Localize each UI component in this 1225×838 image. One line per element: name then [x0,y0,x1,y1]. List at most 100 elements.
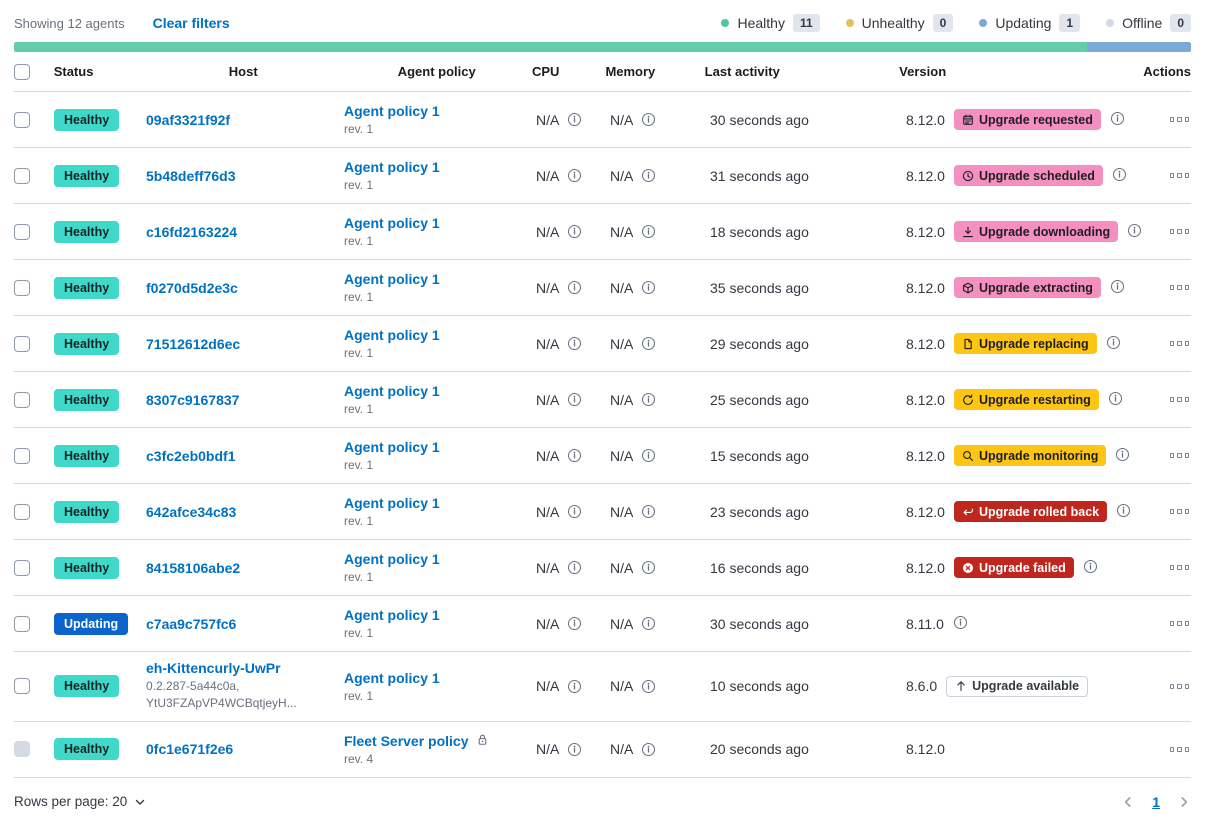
info-in-circle-icon [568,616,582,631]
agent-policy-link[interactable]: Agent policy 1 [344,271,440,287]
upgrade-info-icon[interactable] [1110,111,1125,126]
cpu-value-info-icon[interactable] [567,224,582,239]
memory-value-info-icon[interactable] [641,504,656,519]
host-link[interactable]: c16fd2163224 [146,223,238,240]
upgrade-status-label: Upgrade requested [978,112,1093,127]
upgrade-info-icon[interactable] [1106,335,1121,350]
row-checkbox[interactable] [14,503,30,520]
cpu-value-info-icon[interactable] [567,742,582,757]
agent-policy-link[interactable]: Agent policy 1 [344,439,440,455]
row-actions-button[interactable] [1168,448,1192,463]
row-checkbox[interactable] [14,447,30,464]
memory-value-info-icon[interactable] [641,168,656,183]
cpu-value-info-icon[interactable] [567,336,582,351]
agent-policy-link[interactable]: Agent policy 1 [344,215,440,231]
cpu-value-info-icon[interactable] [567,112,582,127]
agent-policy-link[interactable]: Agent policy 1 [344,495,440,511]
agent-policy-link[interactable]: Fleet Server policy [344,732,469,749]
row-actions-button[interactable] [1168,112,1192,127]
host-link[interactable]: 0fc1e671f2e6 [146,741,234,758]
previous-page-button[interactable] [1121,795,1135,809]
agent-policy-link[interactable]: Agent policy 1 [344,327,440,343]
upgrade-info-icon[interactable] [1115,447,1130,462]
clear-filters-button[interactable]: Clear filters [152,15,230,31]
row-actions-button[interactable] [1168,504,1192,519]
memory-value-info-icon[interactable] [641,616,656,631]
row-actions-button[interactable] [1168,679,1192,694]
host-link[interactable]: eh-Kittencurly-UwPr [146,660,281,676]
upgrade-info-icon[interactable] [1127,223,1142,238]
policy-revision: rev. 1 [344,458,374,472]
row-actions-button[interactable] [1168,336,1192,351]
agent-policy-link[interactable]: Agent policy 1 [344,159,440,175]
upgrade-info-icon[interactable] [1108,391,1123,406]
host-link[interactable]: 71512612d6ec [146,335,241,352]
cpu-value: N/A [536,335,560,352]
row-checkbox[interactable] [14,223,30,240]
row-checkbox[interactable] [14,678,30,695]
table-row: Healthy c3fc2eb0bdf1 Agent policy 1 rev.… [14,428,1191,484]
memory-value-info-icon[interactable] [641,336,656,351]
cpu-value: N/A [536,391,560,408]
policy-revision: rev. 1 [344,346,374,360]
upgrade-info-icon[interactable] [1112,167,1127,182]
row-checkbox[interactable] [14,111,30,128]
row-checkbox[interactable] [14,559,30,576]
row-actions-button[interactable] [1168,392,1192,407]
memory-value-info-icon[interactable] [641,448,656,463]
memory-value-info-icon[interactable] [641,392,656,407]
cpu-value-info-icon[interactable] [567,504,582,519]
cpu-value-info-icon[interactable] [567,560,582,575]
upgrade-info-icon[interactable] [1083,559,1098,574]
row-actions-button[interactable] [1168,280,1192,295]
host-link[interactable]: c3fc2eb0bdf1 [146,447,236,464]
info-in-circle-icon [1083,559,1097,573]
row-actions-button[interactable] [1168,224,1192,239]
row-actions-button[interactable] [1168,616,1192,631]
memory-value-info-icon[interactable] [641,560,656,575]
host-link[interactable]: 5b48deff76d3 [146,167,236,184]
row-checkbox[interactable] [14,391,30,408]
rows-per-page-button[interactable]: Rows per page: 20 [14,794,146,809]
select-all-checkbox[interactable] [14,63,30,80]
agent-policy-link[interactable]: Agent policy 1 [344,383,440,399]
host-link[interactable]: 8307c9167837 [146,391,240,408]
page-number-1[interactable]: 1 [1152,793,1160,810]
agent-policy-link[interactable]: Agent policy 1 [344,103,440,119]
host-link[interactable]: f0270d5d2e3c [146,279,238,296]
memory-value-info-icon[interactable] [641,112,656,127]
cpu-value-info-icon[interactable] [567,448,582,463]
row-checkbox[interactable] [14,615,30,632]
info-in-circle-icon [642,168,656,183]
host-link[interactable]: c7aa9c757fc6 [146,615,237,632]
row-checkbox[interactable] [14,279,30,296]
agent-policy-link[interactable]: Agent policy 1 [344,669,440,686]
row-checkbox[interactable] [14,741,30,758]
memory-value-info-icon[interactable] [641,224,656,239]
row-actions-button[interactable] [1168,742,1192,757]
upgrade-info-icon[interactable] [1116,503,1131,518]
version-info-icon[interactable] [953,615,968,630]
host-link[interactable]: 09af3321f92f [146,111,231,128]
row-checkbox[interactable] [14,335,30,352]
upgrade-info-icon[interactable] [1110,279,1125,294]
last-activity: 23 seconds ago [710,503,809,520]
cpu-value-info-icon[interactable] [567,616,582,631]
next-page-button[interactable] [1177,795,1191,809]
cpu-value-info-icon[interactable] [567,280,582,295]
host-link[interactable]: 84158106abe2 [146,559,241,576]
info-in-circle-icon [1128,223,1142,237]
agent-policy-link[interactable]: Agent policy 1 [344,607,440,623]
agent-policy-link[interactable]: Agent policy 1 [344,551,440,567]
info-in-circle-icon [642,280,656,295]
memory-value-info-icon[interactable] [641,280,656,295]
row-checkbox[interactable] [14,167,30,184]
host-link[interactable]: 642afce34c83 [146,503,237,520]
cpu-value-info-icon[interactable] [567,679,582,694]
cpu-value-info-icon[interactable] [567,168,582,183]
memory-value-info-icon[interactable] [641,742,656,757]
cpu-value-info-icon[interactable] [567,392,582,407]
row-actions-button[interactable] [1168,560,1192,575]
row-actions-button[interactable] [1168,168,1192,183]
memory-value-info-icon[interactable] [641,679,656,694]
